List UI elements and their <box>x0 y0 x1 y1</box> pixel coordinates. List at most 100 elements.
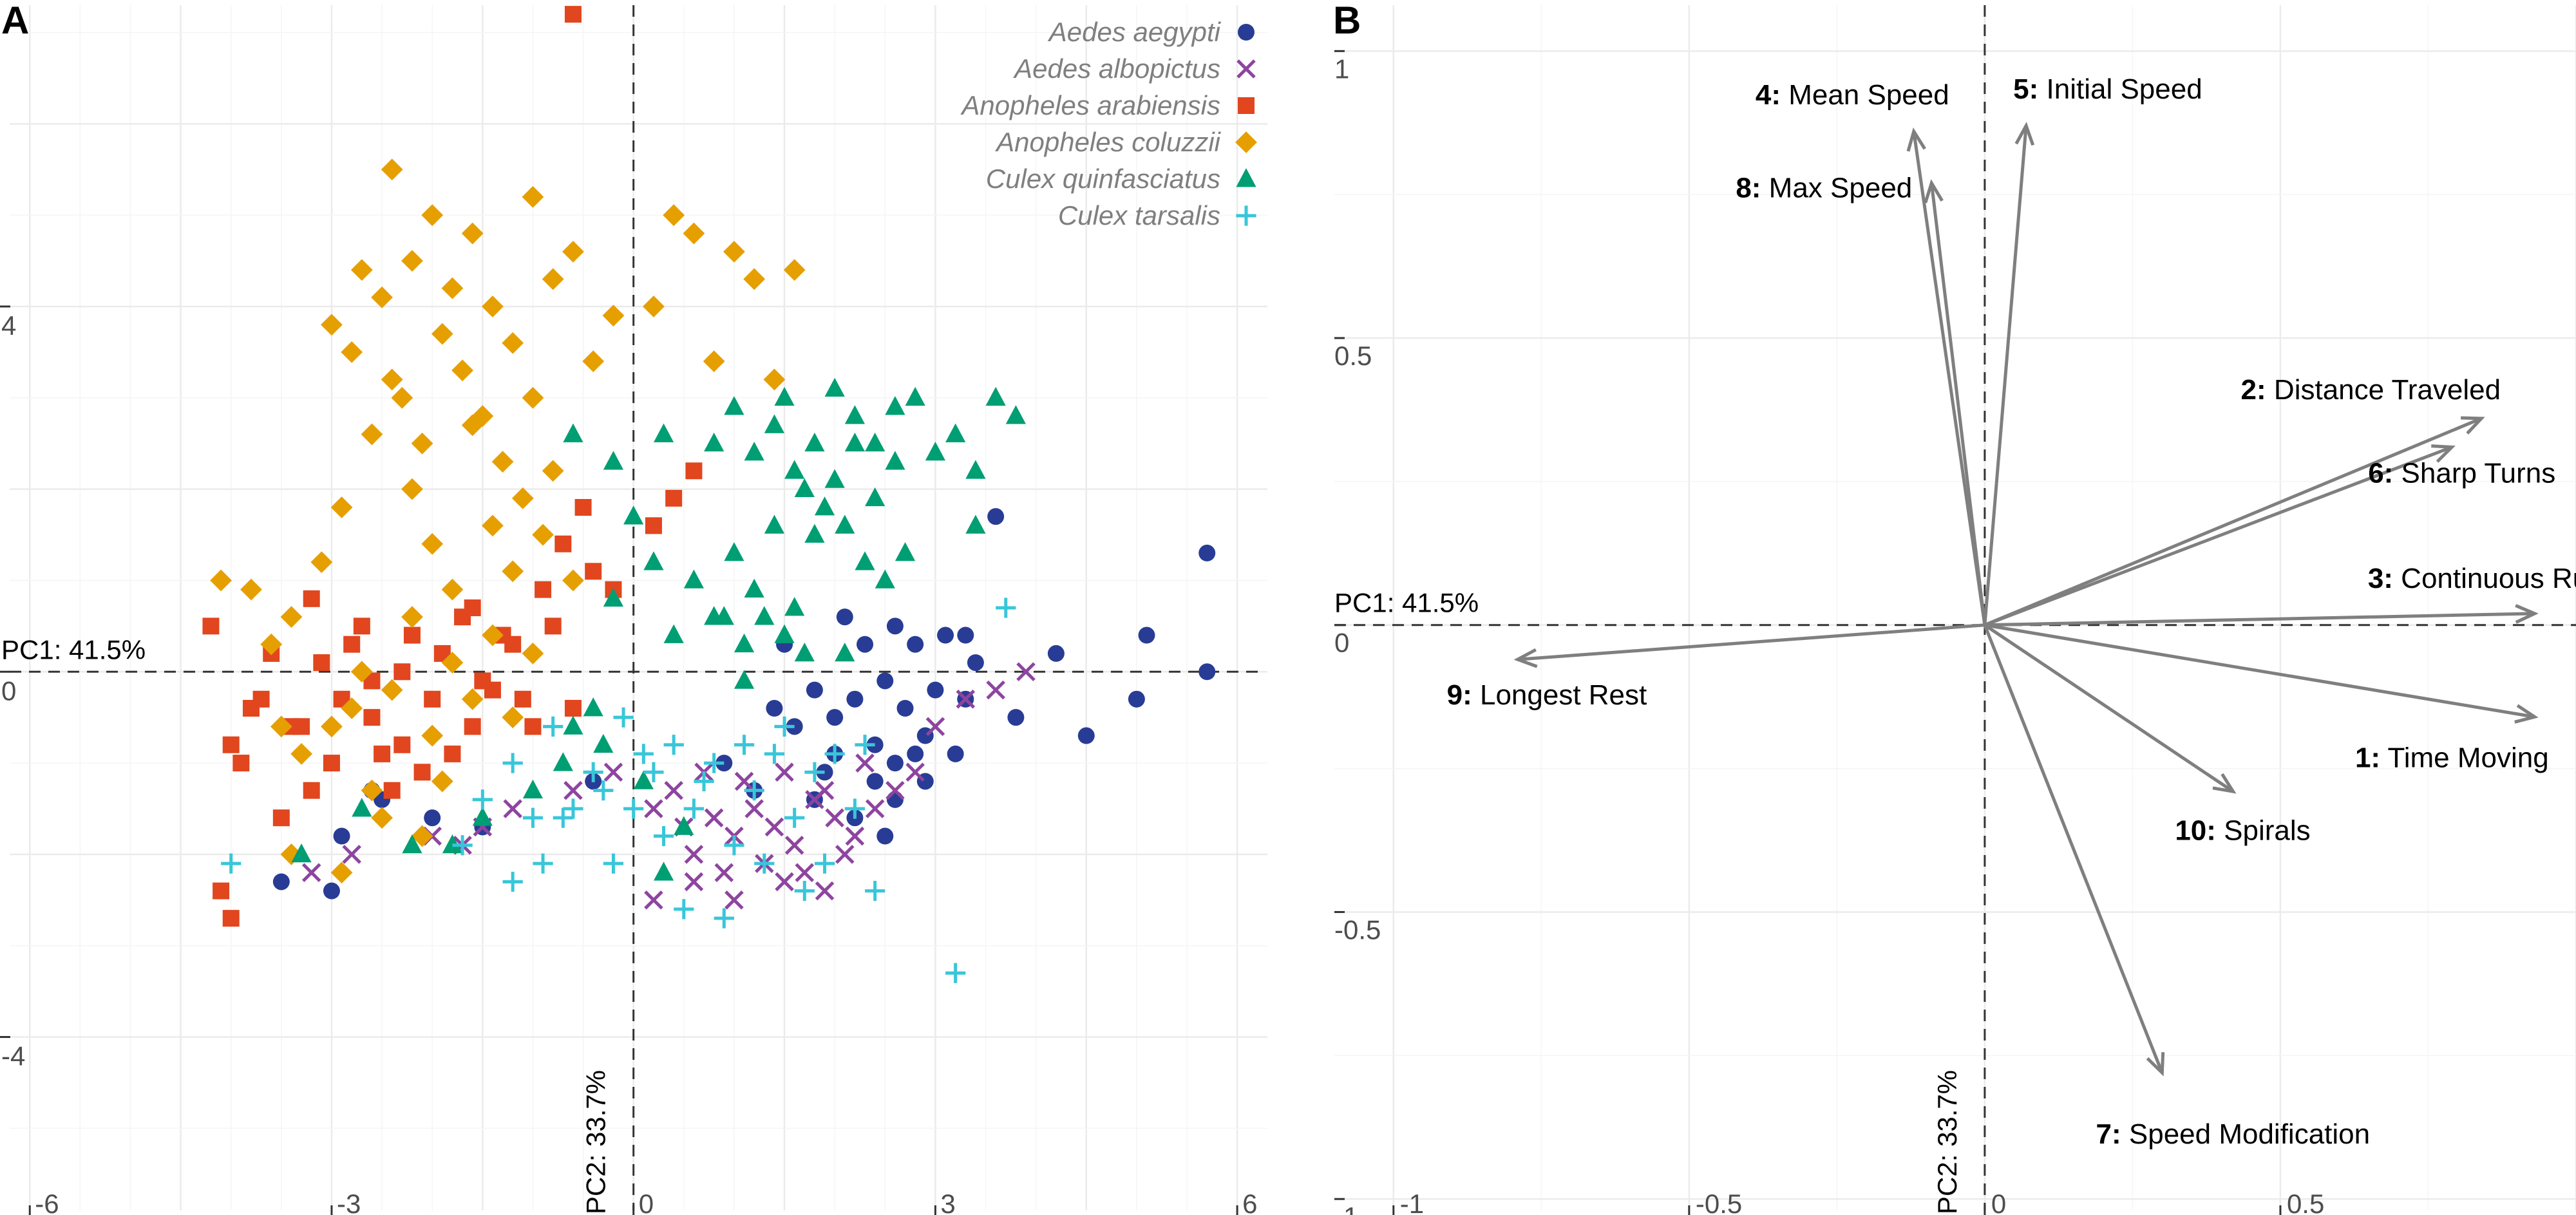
data-point <box>816 764 833 781</box>
arrow-head <box>1924 179 1944 203</box>
data-point <box>522 185 544 208</box>
loading-vector-6: 6: Sharp Turns <box>1984 444 2555 627</box>
data-point <box>593 733 614 753</box>
data-point <box>280 843 303 865</box>
vector-name: Time Moving <box>2380 742 2549 773</box>
data-point <box>574 499 592 516</box>
x-tick-label: 0 <box>1991 1189 2006 1215</box>
data-point <box>563 715 583 735</box>
data-point <box>522 643 544 664</box>
data-point <box>210 569 232 592</box>
data-point <box>744 442 764 461</box>
data-point <box>323 755 340 772</box>
data-point <box>522 807 544 828</box>
data-point <box>1007 709 1025 726</box>
data-point <box>441 277 464 299</box>
data-point <box>866 736 884 753</box>
data-point <box>482 296 504 317</box>
data-point <box>542 460 564 482</box>
x-tick-label: 0.5 <box>2287 1189 2324 1215</box>
data-point <box>502 560 524 583</box>
data-point <box>907 636 924 653</box>
vector-number: 6 <box>2368 457 2383 489</box>
legend-label: Aedes aegypti <box>1047 17 1222 47</box>
data-point <box>321 715 343 738</box>
data-point <box>413 764 431 781</box>
data-point <box>363 709 381 726</box>
arrow-line <box>1983 125 2028 625</box>
data-point <box>310 551 333 573</box>
data-point <box>502 332 524 354</box>
vector-name: Mean Speed <box>1781 79 1949 111</box>
data-point <box>734 771 754 791</box>
vector-colon: : <box>1463 679 1472 711</box>
data-point <box>947 745 964 762</box>
data-point <box>272 873 290 890</box>
arrow-head <box>2514 704 2539 724</box>
vector-number: 8 <box>1736 172 1751 203</box>
y-tick-label: -4 <box>1 1041 25 1071</box>
data-point <box>272 809 290 827</box>
data-point <box>664 780 683 800</box>
data-point <box>1198 663 1216 681</box>
data-point <box>313 654 330 672</box>
data-point <box>401 606 423 628</box>
data-point <box>685 462 703 480</box>
data-point <box>665 489 683 507</box>
vector-number: 5 <box>2013 73 2029 105</box>
legend-marker <box>1235 131 1257 153</box>
legend-marker <box>1236 168 1256 187</box>
panel-letter-b: B <box>1333 0 1361 42</box>
legend-marker <box>1236 59 1256 79</box>
y-tick-label: 0 <box>1334 628 1349 658</box>
data-point <box>743 268 766 290</box>
data-point <box>391 386 413 409</box>
loading-vector-2: 2: Distance Traveled <box>1984 374 2501 627</box>
scatter-panel: -6 -3 0 3 6 -4 0 4 Aedes aegypti Aedes albopictu… <box>0 0 1267 1215</box>
data-point <box>855 551 875 570</box>
data-point <box>744 578 764 598</box>
vector-colon: : <box>2206 815 2216 846</box>
vector-label: 2: Distance Traveled <box>2241 374 2501 406</box>
vector-colon: : <box>2029 73 2039 105</box>
data-point <box>350 259 373 281</box>
data-point <box>603 451 624 470</box>
y-tick-label: 0 <box>1 675 16 706</box>
arrow-head <box>2212 773 2237 794</box>
data-point <box>844 405 866 424</box>
y-axis-label: PC2: 33.7% <box>1932 1070 1962 1214</box>
data-point <box>855 735 875 755</box>
loading-vector-10: 10: Spirals <box>1984 623 2311 846</box>
data-point <box>482 514 504 537</box>
data-point <box>965 514 986 534</box>
data-point <box>393 736 411 753</box>
vector-number: 7 <box>2096 1118 2112 1150</box>
vector-name: Max Speed <box>1761 172 1912 203</box>
data-point <box>704 808 724 827</box>
arrow-line <box>1984 446 2453 627</box>
data-point <box>835 845 855 864</box>
data-point <box>260 633 283 655</box>
data-point <box>794 881 815 901</box>
data-point <box>554 535 572 552</box>
data-point <box>653 825 674 847</box>
legend: Aedes aegypti Aedes albopictus Anopheles a… <box>960 17 1257 231</box>
data-point <box>937 626 954 644</box>
panel-letter-a: A <box>1 0 29 42</box>
data-point <box>623 798 644 819</box>
x-tick-label: -1 <box>1400 1189 1424 1215</box>
data-point <box>643 551 664 570</box>
data-point <box>221 853 242 874</box>
data-point <box>431 323 453 345</box>
data-point <box>996 598 1016 618</box>
data-point <box>342 845 361 864</box>
arrow-head <box>1906 127 1926 152</box>
data-point <box>532 523 554 546</box>
data-point <box>925 442 946 461</box>
legend-label: Anopheles coluzzii <box>994 127 1222 157</box>
data-point <box>814 853 835 874</box>
series-4 <box>291 377 1026 881</box>
vector-name: Speed Modification <box>2121 1118 2370 1150</box>
data-point <box>452 835 473 856</box>
data-point <box>564 6 582 23</box>
